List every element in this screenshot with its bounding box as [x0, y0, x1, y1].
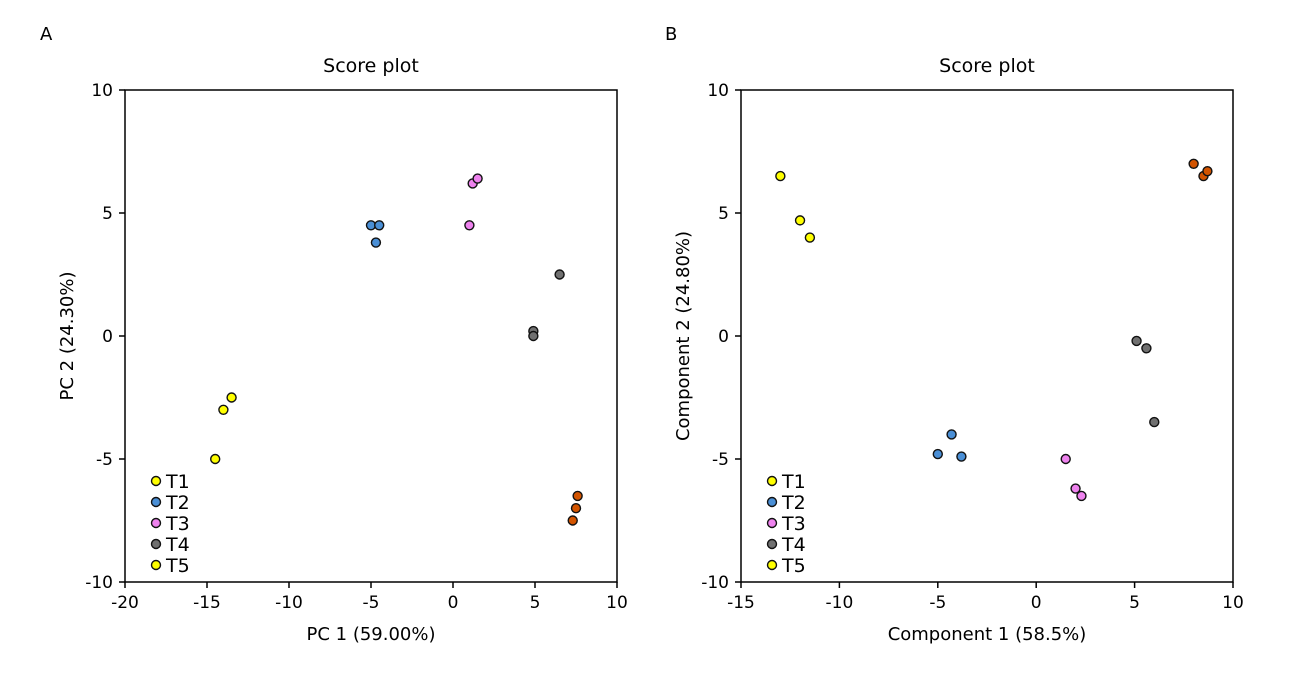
data-point [226, 392, 237, 403]
data-point [528, 330, 539, 342]
legend-marker [766, 496, 778, 508]
legend-marker [766, 517, 778, 529]
data-point [570, 503, 582, 514]
data-point [956, 451, 967, 462]
x-tick-label: -15 [193, 593, 221, 613]
chart-title: Score plot [323, 55, 419, 77]
y-tick-label: 0 [102, 327, 113, 347]
x-axis-label: PC 1 (59.00%) [307, 624, 436, 645]
data-point [370, 237, 382, 248]
x-tick-label: 10 [1222, 593, 1244, 613]
plot-frame [124, 89, 618, 583]
data-point [472, 173, 483, 184]
score-plot-A: A Score plot -20 -15 -10 -5 0 5 10 -10 -5 0 5 10 PC 1 … [40, 24, 628, 645]
data-point [775, 170, 786, 182]
data-point [464, 220, 475, 231]
data-point [1149, 416, 1160, 428]
legend-label: T4 [781, 534, 806, 556]
data-point [1131, 335, 1142, 347]
y-tick-label: -10 [85, 573, 113, 593]
data-point [1188, 158, 1199, 170]
data-point [1076, 490, 1087, 502]
legend-marker [150, 475, 162, 487]
x-axis-label: Component 1 (58.5%) [888, 624, 1087, 645]
legend-marker [150, 517, 162, 529]
data-point [218, 404, 229, 415]
legend-marker [766, 559, 778, 571]
y-tick-label: -5 [712, 450, 729, 470]
data-point [1202, 165, 1213, 177]
legend-label: T2 [781, 492, 806, 514]
legend-label: T5 [781, 555, 806, 577]
data-point [1070, 483, 1081, 494]
x-tick-label: -10 [275, 593, 303, 613]
legend-marker [150, 496, 162, 508]
x-tick-label: 5 [1129, 593, 1140, 613]
y-axis-label: PC 2 (24.30%) [57, 272, 78, 401]
legend-marker [766, 538, 778, 550]
x-tick-label: 0 [1031, 593, 1042, 613]
y-tick-label: 10 [707, 81, 729, 101]
data-point [1060, 453, 1071, 465]
legend-label: T1 [781, 471, 806, 493]
data-point [1141, 343, 1152, 354]
x-tick-label: -5 [929, 593, 946, 613]
legend-label: T3 [165, 513, 190, 535]
data-point [554, 269, 565, 280]
legend-label: T5 [165, 555, 190, 577]
y-tick-label: 5 [102, 204, 113, 224]
data-point [804, 232, 816, 243]
data-point [374, 220, 385, 231]
x-tick-label: -5 [363, 593, 380, 613]
x-tick-label: -10 [826, 593, 854, 613]
y-tick-label: 10 [91, 81, 113, 101]
panel-label: A [40, 24, 53, 45]
legend-marker [766, 475, 778, 487]
data-point [209, 453, 221, 465]
legend-label: T4 [165, 534, 190, 556]
x-tick-label: 5 [530, 593, 541, 613]
y-tick-label: -10 [701, 573, 729, 593]
legend-marker [150, 538, 162, 550]
y-axis-label: Component 2 (24.80%) [673, 231, 694, 441]
y-tick-label: 5 [718, 204, 729, 224]
y-tick-label: -5 [96, 450, 113, 470]
data-point [946, 429, 957, 440]
x-tick-label: 0 [448, 593, 459, 613]
legend-label: T3 [781, 513, 806, 535]
panel-label: B [665, 24, 677, 45]
data-point [567, 515, 578, 526]
chart-title: Score plot [939, 55, 1035, 77]
data-point [932, 448, 943, 460]
legend-label: T2 [165, 492, 190, 514]
x-tick-label: -20 [111, 593, 139, 613]
data-point [794, 215, 806, 226]
x-tick-label: -15 [727, 593, 755, 613]
legend-marker [150, 559, 162, 571]
x-tick-label: 10 [606, 593, 628, 613]
y-tick-label: 0 [718, 327, 729, 347]
plot-frame [740, 89, 1234, 583]
legend-label: T1 [165, 471, 190, 493]
data-point [572, 490, 583, 502]
